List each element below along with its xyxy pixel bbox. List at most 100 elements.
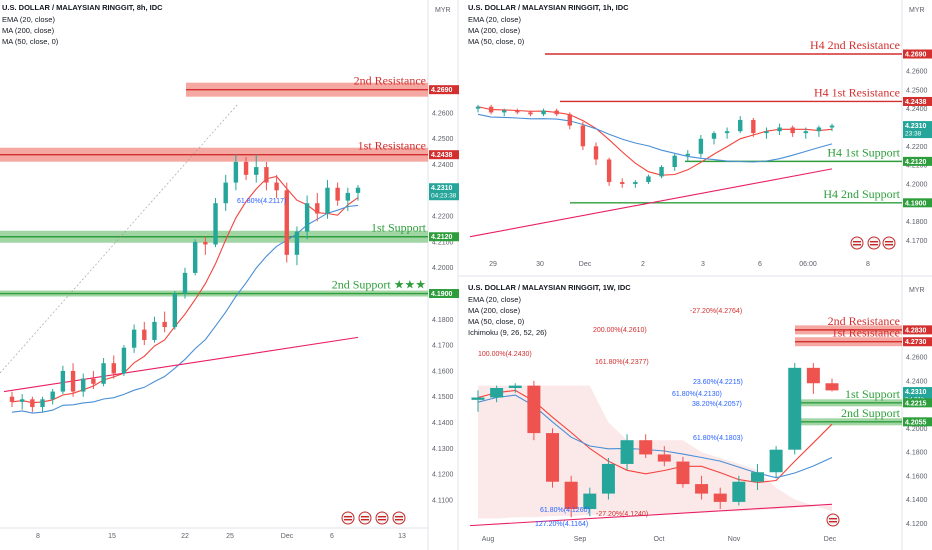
price-tag — [429, 183, 459, 201]
y-tick-label: 4.2600 — [906, 68, 928, 75]
y-tick-label: 4.1200 — [432, 472, 454, 479]
y-tick-label: 4.2600 — [432, 110, 454, 117]
price-tag — [903, 49, 932, 59]
y-tick-label: 4.1100 — [432, 497, 453, 504]
y-tick-label: 4.2000 — [906, 426, 928, 433]
us-flag-stripe — [853, 241, 861, 243]
candle-body — [750, 472, 764, 482]
indicator-legend: MA (50, close, 0) — [468, 317, 525, 326]
candle-body — [182, 272, 188, 294]
us-flag-circle — [392, 511, 406, 525]
candle-body — [657, 454, 671, 462]
level-label: 2nd Support ★★★ — [332, 278, 426, 292]
candle-body — [284, 190, 289, 255]
us-flag-icon — [850, 236, 864, 250]
us-flag-stripe — [344, 516, 352, 518]
candle-body — [803, 131, 808, 134]
x-tick-label: Dec — [824, 536, 837, 543]
us-flag-stripe — [885, 244, 893, 246]
x-tick-label: Nov — [728, 536, 741, 543]
price-tag-value: 4.2690 — [431, 87, 453, 94]
level-label: H4 1st Support — [827, 145, 900, 159]
x-tick-label: Dec — [281, 533, 294, 540]
price-tag-value: 4.2310 — [905, 123, 927, 130]
us-flag-stripe — [395, 516, 403, 518]
candle-body — [294, 231, 300, 255]
us-flag-circle — [867, 236, 881, 250]
us-flag-stripe — [870, 241, 878, 243]
candle-body — [121, 347, 127, 374]
price-tag-value: 4.2055 — [905, 419, 927, 426]
fib-label: 61.80%(4.1260) — [540, 507, 590, 514]
y-tick-label: 4.1700 — [432, 343, 454, 350]
y-tick-label: 4.1500 — [432, 394, 454, 401]
indicator-legend: MA (50, close, 0) — [2, 37, 59, 46]
candle-body — [254, 167, 259, 175]
candle-body — [713, 493, 727, 502]
candle-body — [515, 110, 520, 113]
candle-body — [475, 106, 481, 109]
candle-body — [325, 187, 330, 214]
candle-body — [9, 396, 15, 402]
price-tag-value: 4.1900 — [431, 291, 453, 298]
price-tag-value: 4.2690 — [905, 52, 927, 59]
ema-20-line — [477, 106, 833, 176]
candle-body — [30, 399, 35, 408]
x-tick-label: 29 — [489, 261, 497, 268]
candle-body — [223, 182, 228, 204]
candle-body — [695, 484, 709, 494]
y-tick-label: 4.2400 — [906, 378, 928, 385]
ma-200-line — [3, 336, 359, 393]
us-flag-stripe — [829, 521, 837, 523]
x-tick-label: 06:00 — [799, 261, 817, 268]
fib-label: 100.00%(4.2430) — [478, 351, 532, 358]
y-tick-label: 4.2400 — [906, 106, 928, 113]
candle-body — [601, 463, 615, 494]
indicator-legend: MA (200, close) — [2, 26, 55, 35]
candle-body — [732, 481, 746, 502]
x-tick-label: Dec — [579, 261, 592, 268]
candle-body — [698, 138, 704, 154]
ma-200-line — [469, 503, 833, 527]
fib-label: 200.00%(4.2610) — [593, 327, 647, 334]
us-flag-icon — [375, 511, 389, 525]
candle-body — [816, 127, 822, 132]
us-flag-circle — [341, 511, 355, 525]
x-tick-label: 3 — [701, 261, 705, 268]
fib-label: 61.80%(4.1803) — [693, 435, 743, 442]
y-tick-label: 4.2200 — [906, 144, 928, 151]
candle-body — [111, 363, 116, 374]
candle-body — [471, 397, 485, 400]
candle-body — [764, 131, 769, 134]
chart-panel-top-right: 4.26004.25004.24004.23004.22004.21004.20… — [468, 3, 932, 268]
us-flag-stripe — [378, 519, 386, 521]
candle-body — [142, 329, 147, 340]
candle-body — [777, 127, 782, 132]
us-flag-icon — [392, 511, 406, 525]
candle-body — [546, 433, 560, 482]
us-flag-stripe — [870, 244, 878, 246]
level-label: 2nd Support — [841, 406, 901, 420]
level-label: 1st Resistance — [358, 139, 426, 153]
candle-body — [243, 161, 249, 175]
candle-body — [162, 321, 167, 328]
fib-label: 61.80%(4.2117) — [237, 198, 286, 205]
candle-body — [685, 153, 690, 156]
price-tag — [903, 121, 932, 139]
us-flag-icon — [358, 511, 372, 525]
us-flag-stripe — [885, 241, 893, 243]
candle-body — [676, 461, 690, 485]
level-label: H4 2nd Resistance — [810, 38, 900, 52]
chart-panel-left: 4.26004.25004.24004.23004.22004.21004.20… — [0, 3, 459, 540]
price-tag-value: 4.2215 — [905, 400, 927, 407]
candle-body — [355, 187, 361, 193]
price-tag-value: 4.1900 — [905, 200, 927, 207]
candle-body — [502, 110, 507, 113]
candle-body — [488, 106, 494, 113]
y-tick-label: 4.2100 — [432, 239, 454, 246]
candle-body — [345, 192, 351, 201]
candle-body — [541, 110, 546, 115]
candle-body — [70, 370, 76, 392]
y-tick-label: 4.2500 — [432, 136, 454, 143]
